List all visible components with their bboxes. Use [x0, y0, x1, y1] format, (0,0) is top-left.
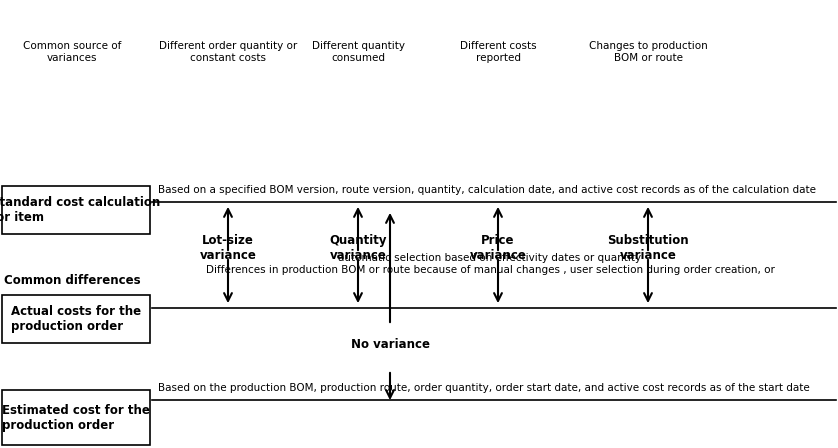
Text: Different quantity
consumed: Different quantity consumed — [312, 41, 405, 63]
Bar — [2, 295, 150, 343]
Text: Changes to production
BOM or route: Changes to production BOM or route — [588, 41, 707, 63]
Text: Different costs
reported: Different costs reported — [460, 41, 536, 63]
Text: Actual costs for the
production order: Actual costs for the production order — [11, 305, 141, 333]
Text: automatic selection based on effectivity dates or quantity: automatic selection based on effectivity… — [339, 253, 642, 263]
Text: Common differences: Common differences — [3, 273, 140, 287]
Text: No variance: No variance — [350, 339, 430, 352]
Bar — [2, 390, 150, 445]
Text: Lot-size
variance: Lot-size variance — [199, 234, 256, 262]
Text: Price
variance: Price variance — [469, 234, 526, 262]
Text: Common source of
variances: Common source of variances — [23, 41, 122, 63]
Text: Substitution
variance: Substitution variance — [608, 234, 689, 262]
Text: Based on the production BOM, production route, order quantity, order start date,: Based on the production BOM, production … — [158, 383, 810, 393]
Text: Based on a specified BOM version, route version, quantity, calculation date, and: Based on a specified BOM version, route … — [158, 185, 816, 195]
Text: Differences in production BOM or route because of manual changes , user selectio: Differences in production BOM or route b… — [205, 265, 774, 275]
Text: Different order quantity or
constant costs: Different order quantity or constant cos… — [159, 41, 297, 63]
Bar — [2, 186, 150, 234]
Text: Quantity
variance: Quantity variance — [329, 234, 387, 262]
Text: Standard cost calculation
for item: Standard cost calculation for item — [0, 196, 161, 224]
Text: Estimated cost for the
production order: Estimated cost for the production order — [2, 404, 150, 431]
